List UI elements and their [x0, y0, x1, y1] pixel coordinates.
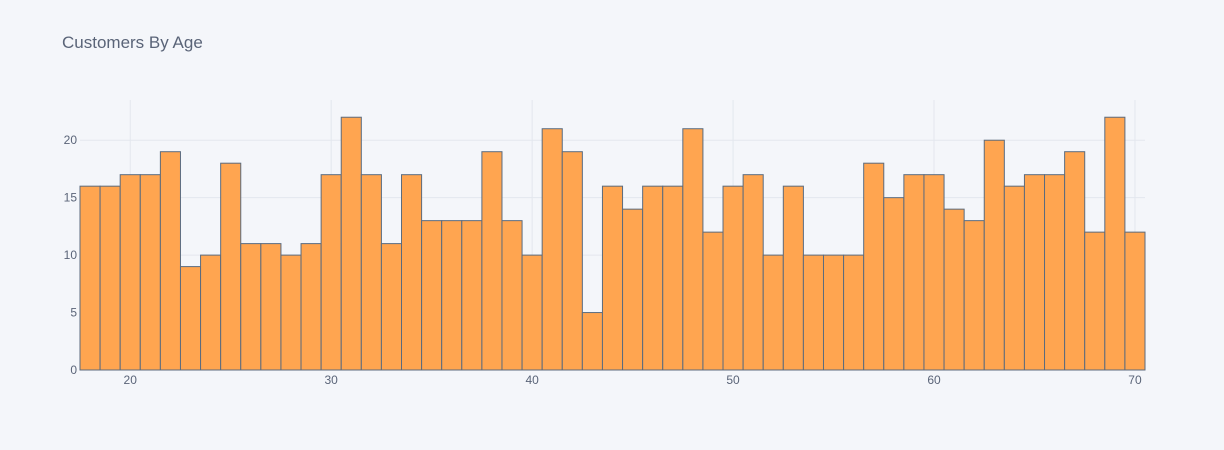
- histogram-bar: [561, 151, 583, 371]
- histogram-bar: [601, 185, 624, 371]
- histogram-bar: [1124, 231, 1146, 371]
- chart-title: Customers By Age: [62, 33, 203, 52]
- histogram-bar: [401, 174, 423, 371]
- histogram-bar: [521, 254, 543, 371]
- histogram-bar: [642, 185, 664, 371]
- histogram-bar: [340, 116, 362, 371]
- x-tick-label: 60: [927, 373, 941, 387]
- histogram-bar: [843, 254, 865, 371]
- x-tick-label: 30: [324, 373, 338, 387]
- bars-layer: [79, 116, 1146, 371]
- histogram-bar: [883, 197, 905, 371]
- x-tick-label: 40: [525, 373, 539, 387]
- y-tick-label: 5: [70, 306, 77, 320]
- histogram-bar: [1084, 231, 1106, 371]
- histogram-bar: [1003, 185, 1025, 371]
- histogram-bar: [320, 174, 342, 371]
- histogram-bar: [79, 185, 101, 371]
- histogram-bar: [682, 128, 704, 371]
- y-tick-label: 15: [64, 191, 78, 205]
- histogram-bar: [943, 208, 965, 371]
- y-tick-label: 20: [64, 133, 78, 147]
- x-tick-label: 70: [1128, 373, 1142, 387]
- histogram-bar: [421, 220, 443, 371]
- histogram-bar: [501, 220, 523, 371]
- axis-layer: 20 30 40 50 60 70 0 5 10 15 20: [64, 133, 1142, 387]
- histogram-bar: [541, 128, 563, 371]
- histogram-bar: [119, 174, 141, 371]
- histogram-bar: [200, 254, 222, 371]
- histogram-bar: [983, 139, 1005, 371]
- histogram-bar: [782, 185, 804, 371]
- histogram-bar: [179, 266, 202, 371]
- histogram-bar: [742, 174, 764, 371]
- y-tick-label: 10: [64, 248, 78, 262]
- histogram-bar: [581, 312, 603, 371]
- histogram-bar: [380, 243, 403, 371]
- histogram-bar: [722, 185, 744, 371]
- histogram-bar: [240, 243, 262, 371]
- histogram-bar: [702, 231, 724, 371]
- histogram-bar: [1104, 116, 1126, 371]
- histogram-bar: [1064, 151, 1086, 371]
- y-tick-label: 0: [70, 363, 77, 377]
- histogram-bar: [461, 220, 483, 371]
- histogram-bar: [260, 243, 282, 371]
- histogram-bar: [481, 151, 503, 371]
- histogram-bar: [622, 208, 644, 371]
- histogram-bar: [99, 185, 121, 371]
- histogram-bar: [863, 162, 885, 371]
- histogram-bar: [923, 174, 945, 371]
- histogram-bar: [280, 254, 302, 371]
- histogram-bar: [300, 243, 322, 371]
- histogram-bar: [159, 151, 181, 371]
- histogram-bar: [822, 254, 845, 371]
- histogram-bar: [802, 254, 824, 371]
- histogram-bar: [903, 174, 925, 371]
- x-tick-label: 20: [124, 373, 138, 387]
- histogram-bar: [360, 174, 382, 371]
- histogram-bar: [1044, 174, 1066, 371]
- histogram-bar: [441, 220, 463, 371]
- histogram-bar: [963, 220, 985, 371]
- histogram-bar: [1023, 174, 1046, 371]
- histogram-bar: [220, 162, 242, 371]
- histogram-bar: [762, 254, 784, 371]
- histogram-bar: [662, 185, 684, 371]
- histogram-bar: [139, 174, 161, 371]
- x-tick-label: 50: [726, 373, 740, 387]
